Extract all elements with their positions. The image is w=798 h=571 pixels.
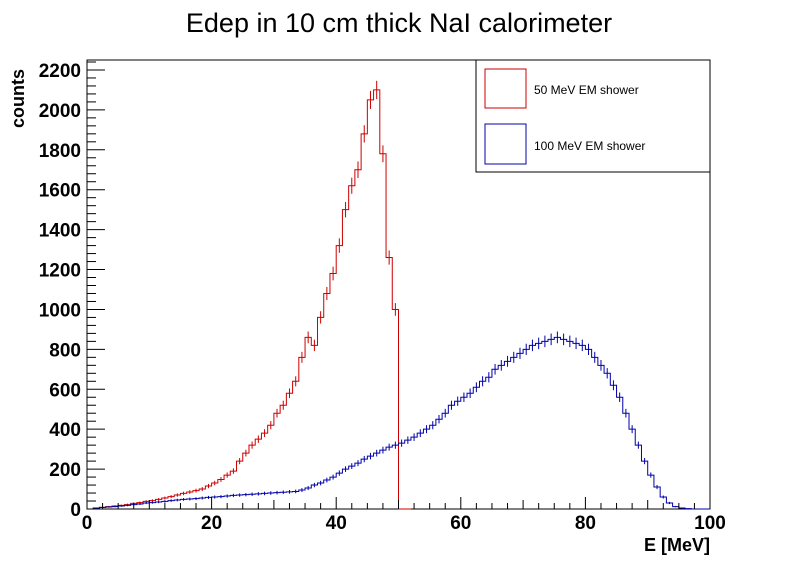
- y-tick-label: 2200: [39, 61, 81, 82]
- y-tick-label: 400: [49, 420, 81, 441]
- axes: 0 20 40 60 80 1000200400600800100012001400160…: [39, 61, 726, 534]
- x-tick-label: 80: [575, 513, 596, 534]
- x-tick-label: 0: [82, 513, 93, 534]
- y-tick-label: 1600: [39, 181, 81, 202]
- y-tick-label: 1000: [39, 300, 81, 321]
- x-tick-label: 20: [201, 513, 222, 534]
- y-tick-label: 800: [49, 340, 81, 361]
- legend-swatch-50mev: [484, 68, 527, 109]
- x-axis-label: E [MeV]: [644, 535, 710, 555]
- y-tick-label: 200: [49, 460, 81, 481]
- x-tick-label: 60: [450, 513, 471, 534]
- series-1-error-bars: [95, 331, 689, 509]
- series-0-error-bars: [95, 80, 396, 509]
- legend-label-100mev: 100 MeV EM shower: [534, 139, 645, 153]
- y-tick-label: 1200: [39, 261, 81, 282]
- legend-label-50mev: 50 MeV EM shower: [534, 83, 639, 97]
- chart-title: Edep in 10 cm thick NaI calorimeter: [186, 8, 612, 38]
- y-tick-label: 600: [49, 380, 81, 401]
- y-tick-label: 0: [70, 500, 81, 521]
- y-tick-label: 2000: [39, 101, 81, 122]
- legend-box: [475, 59, 711, 173]
- histogram-layer: [87, 80, 710, 510]
- legend: 50 MeV EM shower 100 MeV EM shower: [475, 59, 711, 173]
- series-0-histogram: [87, 89, 411, 510]
- x-tick-label: 100: [694, 513, 726, 534]
- legend-swatch-100mev: [484, 123, 527, 165]
- y-tick-label: 1400: [39, 221, 81, 242]
- y-tick-label: 1800: [39, 141, 81, 162]
- x-tick-label: 40: [326, 513, 347, 534]
- y-axis-label: counts: [8, 69, 28, 128]
